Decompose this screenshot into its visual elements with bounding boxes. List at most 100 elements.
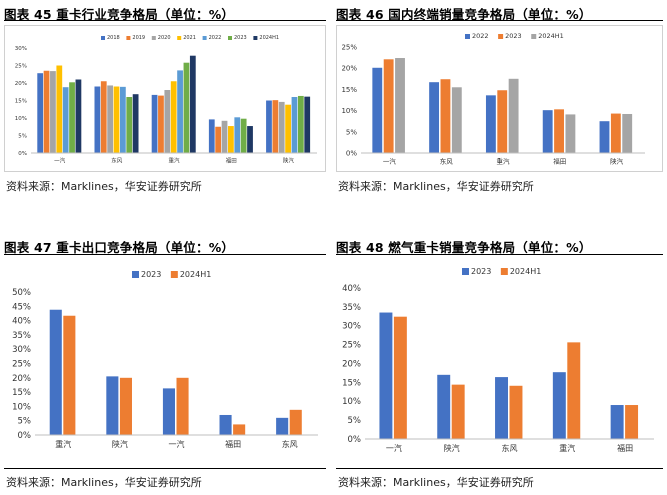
legend-label-2024H1: 2024H1 <box>510 267 541 276</box>
x-tick-label: 陕汽 <box>610 157 624 166</box>
chart-48: 0% 5% 10% 15% 20% 25% 30% 35% 40% 一汽 陕汽 东风 重汽 福田 2023 2… <box>342 267 654 453</box>
x-tick-label: 一汽 <box>169 439 185 449</box>
legend-swatch-2022 <box>465 34 470 39</box>
bar-2024H1-2 <box>189 55 196 154</box>
bar-2018-0 <box>37 73 44 153</box>
bar-2024H1-0 <box>395 58 405 153</box>
bar-2019-0 <box>43 70 50 153</box>
y-tick-label: 15% <box>15 98 27 104</box>
legend-label-2018: 2018 <box>107 35 120 41</box>
x-tick-label: 重汽 <box>497 157 511 166</box>
source-note: 资料来源：Marklines，华安证券研究所 <box>338 180 534 193</box>
bar-2019-1 <box>100 81 107 153</box>
x-tick-label: 一汽 <box>386 443 402 453</box>
legend-label-2023: 2023 <box>505 32 522 40</box>
legend-label-2021: 2021 <box>183 35 196 41</box>
x-tick-label: 东风 <box>111 157 123 165</box>
chart-46: 0% 5% 10% 15% 20% 25% 一汽 东风 重汽 福田 陕汽 2022 2023 2024H1 <box>341 32 645 166</box>
panel-47: 图表 47 重卡出口竞争格局（单位：%） 0% 5% 10% 15% 20% 25% 30%… <box>4 232 328 495</box>
bar-2022-2 <box>485 95 496 153</box>
y-tick-label: 0% <box>18 151 27 157</box>
x-tick-label: 东风 <box>440 157 454 166</box>
bar-2021-1 <box>113 86 120 153</box>
x-tick-label: 东风 <box>502 443 518 453</box>
chart-45: 0% 5% 10% 15% 20% 25% 30% 一汽 东风 重汽 福田 陕汽 2018 2019 202… <box>15 35 317 165</box>
x-tick-label: 福田 <box>225 440 241 449</box>
bar-2018-3 <box>208 119 215 153</box>
panel-45: 图表 45 重卡行业竞争格局（单位：%） 0% 5% 10% 15% 20% 25% 30%… <box>4 0 328 200</box>
bar-2024H1-4 <box>625 405 639 439</box>
bar-2022-1 <box>119 86 126 153</box>
bar-2022-4 <box>599 121 610 153</box>
bar-2023-0 <box>379 312 393 439</box>
source-note: 资料来源：Marklines，华安证券研究所 <box>338 476 534 489</box>
y-tick-label: 35% <box>12 331 31 341</box>
bar-2023-3 <box>552 372 566 439</box>
bar-2024H1-2 <box>509 385 523 439</box>
legend-swatch-2019 <box>126 36 131 40</box>
bar-2024H1-3 <box>233 424 246 435</box>
legend-swatch-2024H1 <box>253 36 258 40</box>
y-tick-label: 0% <box>346 149 357 157</box>
bar-2023-4 <box>276 417 289 435</box>
bar-2023-1 <box>437 374 451 439</box>
bar-2020-1 <box>107 85 114 153</box>
bar-2023-2 <box>162 388 175 435</box>
source-note: 资料来源：Marklines，华安证券研究所 <box>6 180 202 193</box>
x-tick-label: 重汽 <box>559 443 575 453</box>
legend-label-2024H1: 2024H1 <box>180 270 211 279</box>
y-tick-label: 15% <box>341 86 357 94</box>
bar-2022-3 <box>542 110 553 153</box>
x-tick-label: 陕汽 <box>444 443 460 453</box>
legend-swatch-2023 <box>498 34 504 39</box>
legend-swatch-2024H1 <box>500 268 508 275</box>
x-tick-label: 福田 <box>617 444 633 453</box>
y-tick-label: 45% <box>12 302 31 312</box>
bar-2021-3 <box>228 126 234 153</box>
chart-frame: 0% 5% 10% 15% 20% 25% 一汽 东风 重汽 福田 陕汽 2022 2023 2024H1 <box>336 25 663 172</box>
x-tick-label: 重汽 <box>55 439 71 449</box>
bar-2023-4 <box>610 405 624 439</box>
bar-2022-0 <box>62 87 69 153</box>
y-tick-label: 0% <box>18 431 32 441</box>
panel-title: 图表 48 燃气重卡销量竞争格局（单位：%） <box>336 240 592 255</box>
title-rule <box>4 20 326 21</box>
y-tick-label: 20% <box>341 65 357 73</box>
bar-2024H1-4 <box>304 96 311 153</box>
title-rule <box>4 254 326 255</box>
bar-2023-0 <box>49 309 62 435</box>
y-tick-label: 40% <box>342 284 361 294</box>
bar-2024H1-3 <box>247 126 253 153</box>
panel-46: 图表 46 国内终端销量竞争格局（单位：%） 0% 5% 10% 15% 20% 25% 一… <box>336 0 665 200</box>
x-tick-label: 重汽 <box>168 157 180 165</box>
bar-2024H1-1 <box>451 384 465 439</box>
bar-2023-0 <box>69 82 75 153</box>
source-note: 资料来源：Marklines，华安证券研究所 <box>6 476 202 489</box>
y-tick-label: 20% <box>15 81 27 87</box>
legend-swatch-2024H1 <box>170 271 178 278</box>
legend-label-2020: 2020 <box>158 35 171 41</box>
bar-2023-2 <box>495 377 508 439</box>
bar-2019-4 <box>272 100 279 153</box>
legend-label-2024H1: 2024H1 <box>538 32 564 40</box>
y-tick-label: 30% <box>342 322 361 332</box>
legend-swatch-2023 <box>228 36 232 40</box>
y-tick-label: 0% <box>348 435 362 445</box>
y-tick-label: 25% <box>12 359 31 369</box>
legend-label-2023: 2023 <box>234 35 247 41</box>
title-rule <box>336 254 663 255</box>
bar-2018-4 <box>266 100 272 153</box>
bar-2022-3 <box>234 117 241 153</box>
y-tick-label: 10% <box>12 402 31 412</box>
x-tick-label: 福田 <box>226 157 237 165</box>
bar-2024H1-3 <box>565 114 576 153</box>
bar-2023-3 <box>219 414 232 435</box>
y-tick-label: 10% <box>341 107 357 115</box>
bar-2023-0 <box>383 59 394 153</box>
bar-2024H1-3 <box>567 342 581 439</box>
panel-title: 图表 47 重卡出口竞争格局（单位：%） <box>4 240 235 255</box>
title-rule <box>336 20 663 21</box>
bar-2023-2 <box>497 90 508 153</box>
legend-swatch-2023 <box>132 271 139 278</box>
legend-label-2023: 2023 <box>471 267 491 276</box>
